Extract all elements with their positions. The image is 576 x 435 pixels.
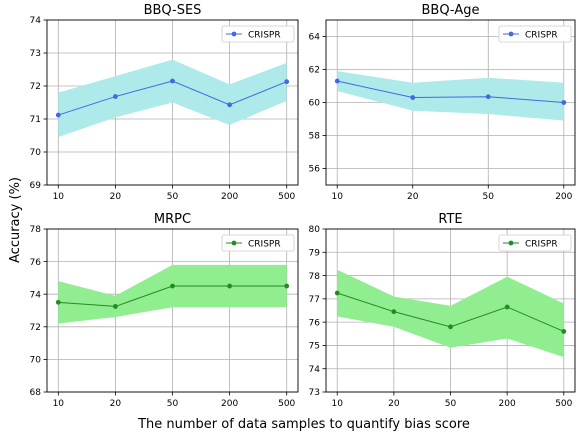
y-tick-label: 78 <box>309 272 321 282</box>
x-tick-label: 10 <box>331 192 343 202</box>
y-tick-label: 60 <box>309 99 321 109</box>
y-tick-label: 78 <box>30 225 42 235</box>
confidence-band <box>58 264 287 324</box>
data-point <box>227 102 233 108</box>
y-tick-label: 71 <box>30 115 41 125</box>
legend-box <box>221 234 295 252</box>
x-tick-label: 200 <box>499 399 516 409</box>
y-tick-label: 68 <box>30 388 42 398</box>
y-tick-label: 72 <box>30 323 41 333</box>
x-tick-label: 10 <box>331 399 343 409</box>
legend-marker <box>508 31 514 37</box>
legend-label: CRISPR <box>248 240 281 250</box>
x-tick-label: 20 <box>110 192 122 202</box>
data-point <box>170 78 175 84</box>
legend: CRISPR <box>221 234 295 252</box>
x-tick-label: 500 <box>278 399 295 409</box>
confidence-band <box>337 269 564 358</box>
data-point <box>334 78 340 84</box>
y-tick-label: 73 <box>30 49 41 59</box>
y-tick-label: 56 <box>309 165 321 175</box>
data-point <box>334 290 340 296</box>
y-tick-label: 69 <box>30 181 42 191</box>
chart-title: RTE <box>438 212 462 227</box>
y-tick-label: 76 <box>30 258 42 268</box>
x-tick-label: 50 <box>483 192 495 202</box>
legend-label: CRISPR <box>525 240 558 250</box>
x-tick-label: 20 <box>110 399 122 409</box>
data-point <box>485 94 491 100</box>
figure-xlabel: The number of data samples to quantify b… <box>137 417 470 432</box>
x-tick-label: 500 <box>278 192 295 202</box>
y-tick-label: 64 <box>309 33 321 43</box>
data-point <box>227 283 233 289</box>
chart-title: MRPC <box>154 212 191 227</box>
y-tick-label: 72 <box>30 82 41 92</box>
legend: CRISPR <box>221 25 295 43</box>
y-tick-label: 80 <box>309 225 321 235</box>
x-tick-label: 10 <box>53 399 65 409</box>
x-tick-label: 50 <box>167 192 179 202</box>
y-tick-label: 74 <box>30 290 42 300</box>
y-tick-label: 70 <box>30 148 42 158</box>
data-point <box>284 283 290 289</box>
data-point <box>112 304 118 309</box>
chart-panel-1: 10 20 50 200 500 69 70 71 72 73 74 BBQ-SES CRISPR <box>30 3 299 202</box>
confidence-band <box>337 71 564 121</box>
x-tick-label: 200 <box>555 192 572 202</box>
chart-title: BBQ-SES <box>144 3 202 18</box>
x-tick-label: 200 <box>221 192 238 202</box>
legend: CRISPR <box>498 25 572 43</box>
series-line <box>337 80 564 103</box>
data-point <box>55 299 61 305</box>
chart-panel-2: 10 20 50 200 56 58 60 62 64 BBQ-Age CRISPR <box>309 3 576 202</box>
legend-marker <box>231 240 237 246</box>
x-tick-label: 500 <box>555 399 572 409</box>
data-point <box>561 100 567 105</box>
legend-label: CRISPR <box>248 31 281 41</box>
y-tick-label: 58 <box>309 132 321 142</box>
legend-marker <box>231 31 237 37</box>
data-point <box>410 95 416 100</box>
data-point <box>391 309 397 315</box>
chart-panel-4: 10 20 50 200 500 73 74 75 76 77 78 79 80 RTE CRISPR <box>309 212 576 409</box>
confidence-band <box>58 59 287 138</box>
y-tick-label: 74 <box>309 365 321 375</box>
data-point <box>448 324 453 330</box>
data-point <box>284 79 290 85</box>
y-tick-label: 73 <box>309 388 320 398</box>
y-tick-label: 75 <box>309 342 320 352</box>
figure-ylabel: Accuracy (%) <box>8 177 23 263</box>
data-point <box>561 329 567 334</box>
y-tick-label: 70 <box>30 356 42 366</box>
y-tick-label: 77 <box>309 295 320 305</box>
y-tick-label: 76 <box>309 318 321 328</box>
legend-marker <box>508 240 514 246</box>
data-point <box>112 94 118 99</box>
legend: CRISPR <box>498 234 572 252</box>
chart-panel-3: 10 20 50 200 500 68 70 72 74 76 78 MRPC CRISPR <box>30 212 299 409</box>
x-tick-label: 10 <box>53 192 65 202</box>
legend-box <box>498 234 572 252</box>
y-tick-label: 79 <box>309 248 321 258</box>
x-tick-label: 20 <box>407 192 419 202</box>
x-tick-label: 200 <box>221 399 238 409</box>
x-tick-label: 20 <box>388 399 400 409</box>
y-tick-label: 62 <box>309 66 320 76</box>
data-point <box>55 112 61 118</box>
data-point <box>504 304 510 310</box>
legend-box <box>498 25 572 43</box>
x-tick-label: 50 <box>167 399 179 409</box>
data-point <box>170 283 175 289</box>
chart-title: BBQ-Age <box>422 3 480 18</box>
y-tick-label: 74 <box>30 16 42 26</box>
legend-label: CRISPR <box>525 31 558 41</box>
x-tick-label: 50 <box>445 399 457 409</box>
legend-box <box>221 25 295 43</box>
